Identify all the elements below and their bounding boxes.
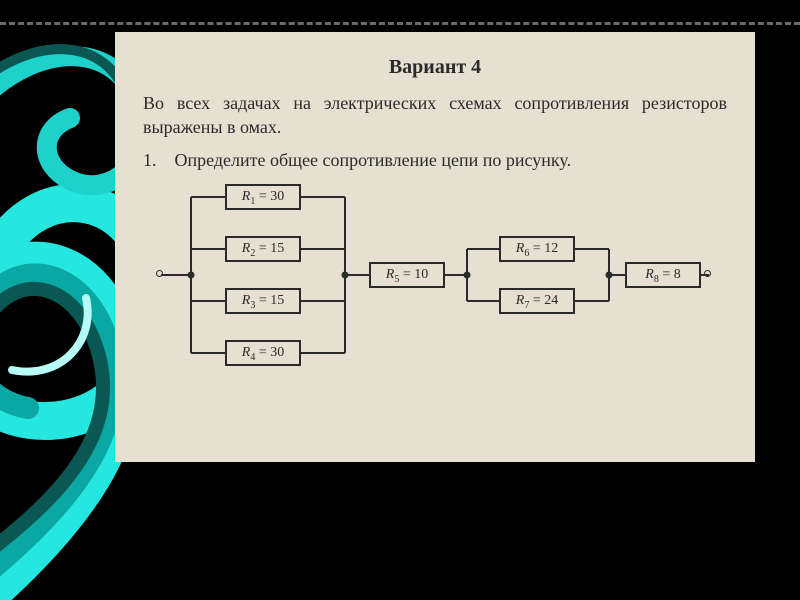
resistor-r6: R6 = 12 xyxy=(499,236,575,262)
resistor-r8: R8 = 8 xyxy=(625,262,701,288)
node-b xyxy=(342,271,349,278)
variant-title: Вариант 4 xyxy=(143,56,727,79)
terminal-left xyxy=(156,270,163,277)
circuit-diagram: R1 = 30 R2 = 15 R3 = 15 R4 = 30 R5 = 10 R6 = … xyxy=(155,175,715,375)
intro-text: Во всех задачах на электрических схемах … xyxy=(143,91,727,140)
resistor-r1: R1 = 30 xyxy=(225,184,301,210)
stage: Вариант 4 Во всех задачах на электрическ… xyxy=(0,0,800,600)
node-c xyxy=(464,271,471,278)
task-line: 1. Определите общее сопротивление цепи п… xyxy=(143,150,727,171)
problem-paper: Вариант 4 Во всех задачах на электрическ… xyxy=(115,32,755,462)
task-number: 1. xyxy=(143,150,157,170)
node-a xyxy=(188,271,195,278)
resistor-r4: R4 = 30 xyxy=(225,340,301,366)
resistor-r5: R5 = 10 xyxy=(369,262,445,288)
resistor-r3: R3 = 15 xyxy=(225,288,301,314)
resistor-r2: R2 = 15 xyxy=(225,236,301,262)
terminal-right xyxy=(704,270,711,277)
dashed-border-top xyxy=(0,22,800,25)
node-d xyxy=(606,271,613,278)
task-text: Определите общее сопротивление цепи по р… xyxy=(175,150,572,170)
resistor-r7: R7 = 24 xyxy=(499,288,575,314)
